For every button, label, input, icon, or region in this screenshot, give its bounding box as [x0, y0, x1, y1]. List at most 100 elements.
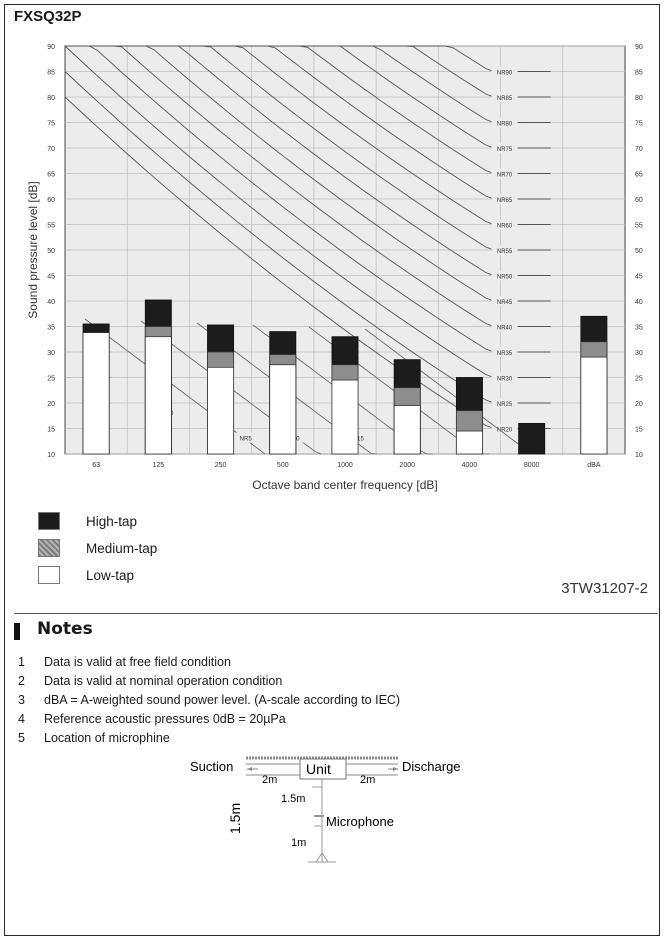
y-tick-right: 85 [635, 70, 643, 77]
y-tick-left: 55 [47, 223, 55, 230]
y-tick-left: 30 [47, 350, 55, 357]
y-tick-right: 65 [635, 172, 643, 179]
nr-curve-label: NR50 [497, 275, 513, 281]
x-tick-label: 8000 [524, 462, 540, 469]
nr-curve-label: NR30 [497, 377, 513, 383]
model-title: FXSQ32P [14, 8, 82, 25]
nr-curve-label: NR55 [497, 249, 513, 255]
notes-title: Notes [37, 619, 93, 639]
nr-curve-label: NR90 [497, 71, 513, 77]
unit-label: Unit [306, 761, 331, 777]
x-axis-label: Octave band center frequency [dB] [252, 478, 437, 492]
section-divider [14, 613, 658, 614]
bar-high [518, 422, 546, 455]
nr-label-bg [491, 194, 518, 204]
y-tick-right: 35 [635, 325, 643, 332]
bar-low [455, 430, 483, 455]
note-item: 5 Location of microphine [18, 731, 170, 745]
bar-low [207, 366, 235, 455]
legend-label-high: High-tap [86, 513, 138, 529]
nr-curve [64, 45, 551, 378]
legend-swatch-high [38, 512, 60, 530]
legend-label-low: Low-tap [86, 567, 135, 583]
y-tick-right: 50 [635, 248, 643, 255]
nr-label-bg [491, 117, 518, 128]
nr-label-bg [491, 270, 518, 281]
y-tick-left: 50 [47, 248, 55, 255]
nr-label-bg [491, 92, 518, 102]
x-tick-label: 250 [215, 462, 227, 469]
legend-swatch-low [38, 566, 60, 584]
unit-box [299, 758, 347, 780]
nr-label-bg [491, 143, 518, 153]
y-tick-left: 25 [47, 376, 55, 383]
nr-label-bg [491, 423, 518, 434]
nr-label-bg [491, 168, 518, 179]
page-frame [4, 4, 660, 936]
y-tick-right: 20 [635, 401, 643, 408]
y-tick-right: 70 [635, 146, 643, 153]
y-tick-right: 25 [635, 376, 643, 383]
microphone-label: Microphone [326, 814, 394, 829]
discharge-label: Discharge [402, 759, 461, 774]
y-tick-right: 75 [635, 121, 643, 128]
nr-curve-label: NR35 [497, 351, 513, 357]
nr-label-bg [491, 347, 518, 357]
x-tick-label: 125 [152, 462, 164, 469]
y-tick-right: 15 [635, 427, 643, 434]
y-tick-left: 35 [47, 325, 55, 332]
height-label: 1.5m [227, 803, 243, 834]
nr-curve-label: NR60 [497, 224, 513, 230]
nr-label-bg [491, 219, 518, 230]
legend-label-medium: Medium-tap [86, 540, 158, 556]
nr-curve-label: NR20 [497, 428, 513, 434]
x-tick-label: 4000 [462, 462, 478, 469]
y-tick-right: 10 [635, 452, 643, 459]
legend-item-medium: Medium-tap [38, 539, 157, 557]
y-axis-label: Sound pressure level [dB] [26, 181, 40, 318]
y-tick-left: 45 [47, 274, 55, 281]
distance-left-label: 2m [262, 774, 277, 786]
y-tick-right: 55 [635, 223, 643, 230]
document-code: 3TW31207-2 [561, 580, 648, 597]
notes-marker [14, 623, 20, 640]
x-tick-label: 1000 [337, 462, 353, 469]
y-tick-right: 80 [635, 95, 643, 102]
x-tick-label: 63 [92, 462, 100, 469]
bar-low [82, 332, 110, 455]
nr-curve [65, 45, 551, 302]
y-tick-left: 60 [47, 197, 55, 204]
y-tick-left: 70 [47, 146, 55, 153]
x-tick-label: 500 [277, 462, 289, 469]
bar-low [393, 405, 421, 455]
note-item: 4 Reference acoustic pressures 0dB = 20µP… [18, 712, 286, 726]
nr-curve-label: NR25 [497, 402, 513, 408]
y-tick-right: 60 [635, 197, 643, 204]
y-tick-left: 15 [47, 427, 55, 434]
note-item: 1 Data is valid at free field condition [18, 655, 231, 669]
y-tick-left: 85 [47, 70, 55, 77]
height-small-label: 1.5m [281, 793, 305, 805]
legend-item-high: High-tap [38, 512, 137, 530]
nr-label-bg [491, 66, 518, 77]
nr-curve-label: NR45 [497, 300, 513, 306]
nr-inner-bg [233, 432, 258, 443]
nr-label-bg [491, 398, 518, 408]
nr-curve-label: NR80 [497, 122, 513, 128]
y-tick-right: 90 [635, 44, 643, 51]
y-tick-left: 20 [47, 401, 55, 408]
nr-inner-label: NR5 [240, 437, 253, 443]
bar-low [144, 336, 172, 455]
nr-label-bg [491, 372, 518, 383]
nr-curve-low [84, 318, 266, 455]
nr-curve-label: NR70 [497, 173, 513, 179]
distance-right-label: 2m [360, 774, 375, 786]
y-tick-left: 90 [47, 44, 55, 51]
x-tick-label: 2000 [399, 462, 415, 469]
nr-curve-label: NR65 [497, 198, 513, 204]
y-tick-left: 75 [47, 121, 55, 128]
y-tick-left: 65 [47, 172, 55, 179]
nr-curve-label: NR75 [497, 147, 513, 153]
nr-curve-low [364, 328, 545, 455]
note-item: 3 dBA = A-weighted sound power level. (A-… [18, 693, 401, 707]
